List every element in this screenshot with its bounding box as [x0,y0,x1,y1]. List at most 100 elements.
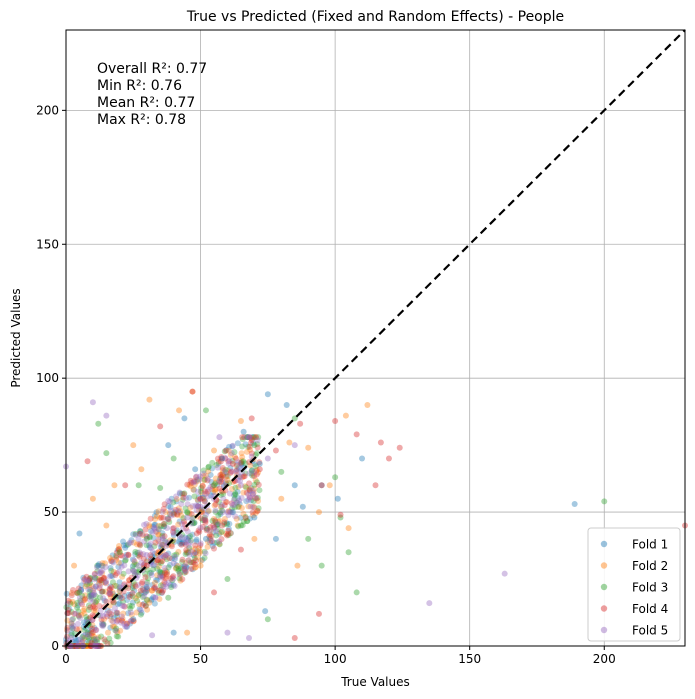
data-point [264,616,271,623]
cluster-point [157,553,164,560]
cluster-point [113,633,120,640]
cluster-point [253,466,260,473]
cluster-point [151,562,158,569]
cluster-point [68,624,75,631]
cluster-point [84,629,91,636]
cluster-point [143,533,150,540]
data-point [116,594,123,601]
cluster-point [160,583,167,590]
data-point [189,388,196,395]
cluster-point [151,521,158,528]
cluster-point [224,467,231,474]
cluster-point [109,623,116,630]
cluster-point [146,599,153,606]
cluster-point [122,557,129,564]
cluster-point [215,458,222,465]
cluster-point [232,513,239,520]
cluster-point [82,631,89,638]
cluster-point [63,633,70,640]
cluster-point [158,559,165,566]
cluster-point [210,545,217,552]
cluster-point [91,607,98,614]
cluster-point [151,543,158,550]
cluster-point [217,511,224,518]
cluster-point [247,503,254,510]
cluster-point [210,522,217,529]
cluster-point [113,609,120,616]
cluster-point [224,473,231,480]
cluster-point [234,466,241,473]
cluster-point [154,557,161,564]
cluster-point [175,509,182,516]
data-point [170,525,177,532]
cluster-point [232,454,239,461]
cluster-point [98,588,105,595]
cluster-point [82,592,89,599]
cluster-point [139,532,146,539]
data-point [283,401,290,408]
cluster-point [74,589,81,596]
cluster-point [100,621,107,628]
cluster-point [116,584,123,591]
cluster-point [196,496,203,503]
cluster-point [248,485,255,492]
data-point [426,600,433,607]
cluster-point [144,587,151,594]
cluster-point [213,527,220,534]
cluster-point [153,558,160,565]
cluster-point [128,611,135,618]
data-point [237,482,244,489]
data-point [305,444,312,451]
cluster-point [143,520,150,527]
cluster-point [202,519,209,526]
cluster-point [141,589,148,596]
cluster-point [193,530,200,537]
legend-label: Fold 4 [632,602,668,616]
cluster-point [150,566,157,573]
cluster-point [146,522,153,529]
cluster-point [221,519,228,526]
cluster-point [164,515,171,522]
cluster-point [185,557,192,564]
cluster-point [81,605,88,612]
cluster-point [191,493,198,500]
cluster-point [243,484,250,491]
cluster-point [234,522,241,529]
data-point [342,412,349,419]
cluster-point [120,610,127,617]
cluster-point [209,517,216,524]
cluster-point [195,497,202,504]
cluster-point [185,537,192,544]
cluster-point [162,575,169,582]
cluster-point [253,450,260,457]
cluster-point [227,464,234,471]
data-point [291,634,298,641]
data-point [202,407,209,414]
cluster-point [193,538,200,545]
cluster-point [170,575,177,582]
data-point [143,584,150,591]
cluster-point [251,495,258,502]
cluster-point [110,568,117,575]
cluster-point [68,620,75,627]
cluster-point [188,547,195,554]
cluster-point [237,459,244,466]
cluster-point [150,594,157,601]
cluster-point [63,627,70,634]
cluster-point [218,471,225,478]
cluster-point [247,462,254,469]
cluster-point [242,515,249,522]
cluster-point [203,490,210,497]
cluster-point [172,553,179,560]
data-point [264,391,271,398]
cluster-point [222,455,229,462]
cluster-point [199,556,206,563]
cluster-point [78,611,85,618]
cluster-point [249,503,256,510]
cluster-point [218,501,225,508]
cluster-point [179,490,186,497]
cluster-point [99,588,106,595]
annotation-overall-r2: Overall R²: 0.77 [97,61,207,77]
cluster-point [143,542,150,549]
